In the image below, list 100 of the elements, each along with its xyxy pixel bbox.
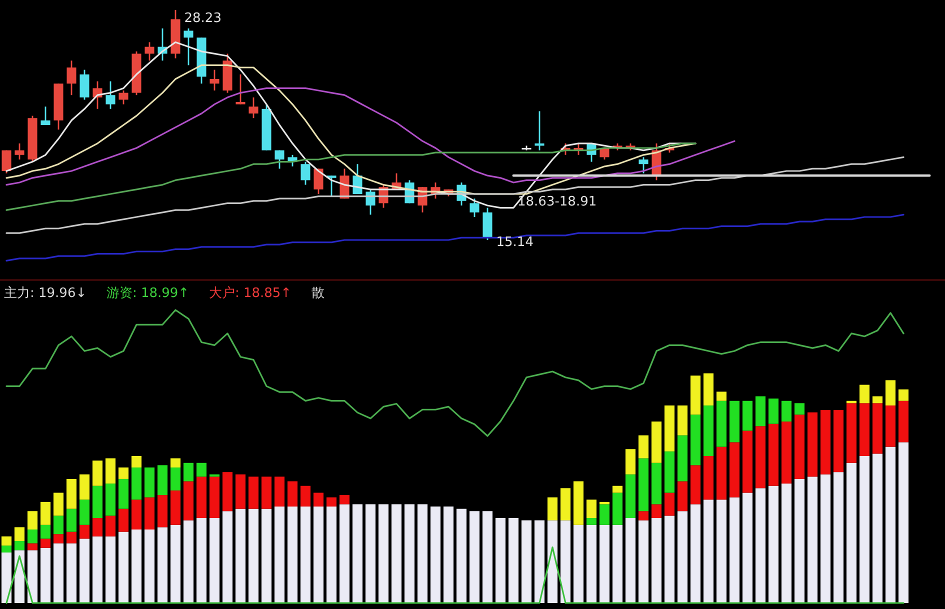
bar [235,474,246,509]
bar [196,476,207,518]
candlestick [638,156,648,174]
text: 15.14 [496,235,534,250]
bar [287,481,298,507]
bar [118,467,129,479]
bar [560,488,571,520]
bar [716,500,727,603]
bar [482,511,493,603]
bar [170,490,181,525]
bar [339,495,350,504]
bar [703,405,714,456]
candlestick [144,42,154,62]
bar [157,465,168,496]
candlestick [66,60,76,96]
candlestick [118,90,128,105]
bar [664,405,675,452]
bar [560,520,571,603]
bar [183,481,194,520]
bar [222,511,233,603]
bar [508,518,519,603]
bar [209,476,220,518]
bar [716,400,727,447]
bar [768,398,779,424]
bar [378,504,389,603]
candlestick [366,188,376,216]
bar [495,518,506,603]
bar [14,540,25,550]
bar [872,454,883,603]
bar [586,518,597,525]
bar [599,524,610,603]
bar [833,410,844,472]
bar [1,546,12,552]
bar [794,478,805,603]
bar [768,486,779,603]
bar [612,486,623,493]
bar [742,400,753,431]
bar [144,467,155,498]
bar [677,435,688,482]
bar [677,405,688,436]
bar [79,524,90,539]
bar [898,400,909,442]
bar [794,403,805,415]
bar [1,536,12,546]
bar [66,508,77,532]
bar [326,497,337,507]
bar [833,472,844,603]
bar [755,426,766,488]
bar [443,506,454,603]
bar [638,511,649,520]
bar [638,458,649,512]
bar [703,456,714,500]
bar [781,400,792,422]
bar [105,484,116,516]
bar [183,462,194,482]
candlestick [14,142,24,160]
bar [456,508,467,603]
bar [27,543,38,550]
bar [27,529,38,544]
bar [664,516,675,603]
bar [586,524,597,603]
bar [716,392,727,401]
bar [703,500,714,603]
bar [300,506,311,603]
bar [872,396,883,404]
bar [144,529,155,603]
text: 28.23 [184,11,222,26]
bar [638,435,649,458]
bar [131,456,142,468]
bar [79,538,90,603]
bar [118,508,129,532]
bar [352,504,363,603]
bar [235,508,246,603]
bar [170,524,181,603]
bar [170,458,181,468]
bar [885,405,896,447]
series-label: 18.63-18.91 [518,194,597,210]
bar [625,474,636,518]
bar [196,518,207,603]
candlestick [274,150,284,170]
bar [300,486,311,507]
bar [157,495,168,528]
candlestick [326,174,336,197]
bar [27,550,38,603]
bar [183,520,194,603]
bar [196,462,207,477]
bar [222,472,233,512]
bar [313,492,324,507]
bar [79,474,90,500]
text: 主力: 19.96↓ [4,285,87,301]
text: 散 [311,286,324,301]
candlestick [236,74,246,105]
bar [92,536,103,603]
bar [53,516,64,534]
bar [209,518,220,603]
bar [469,511,480,603]
bar [716,446,727,500]
bar [638,520,649,603]
candlestick [92,80,102,110]
bar [755,488,766,603]
